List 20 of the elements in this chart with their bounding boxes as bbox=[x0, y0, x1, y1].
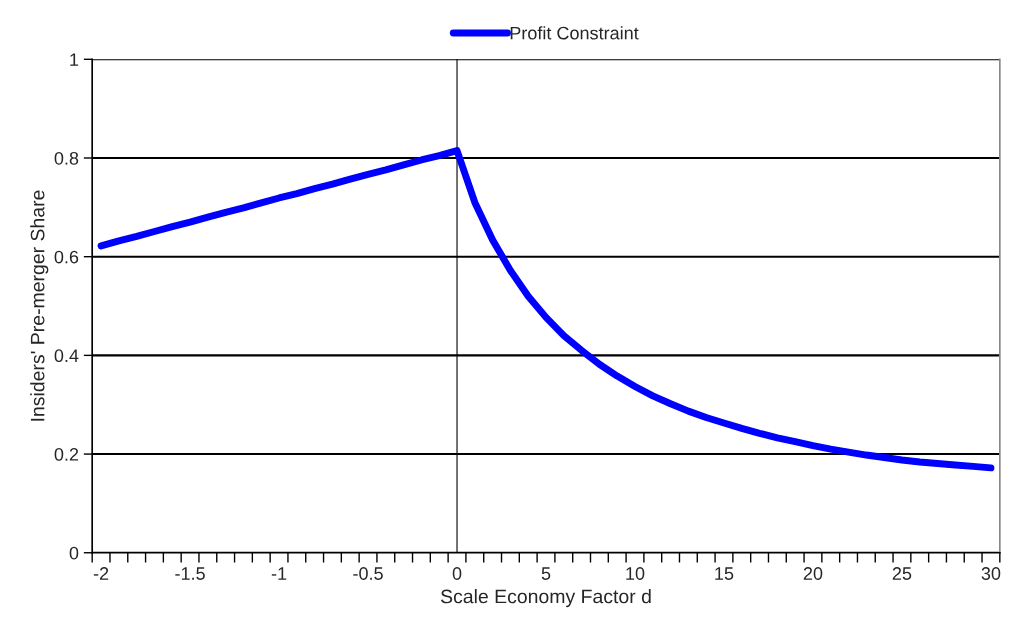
x-tick-label: 0 bbox=[452, 567, 462, 580]
x-tick-label: -1 bbox=[271, 567, 287, 580]
x-tick-label: 25 bbox=[892, 567, 912, 580]
x-tick-label: -0.5 bbox=[353, 567, 383, 580]
y-tick-label: 1 bbox=[70, 53, 79, 66]
x-tick-label: -1.5 bbox=[175, 567, 205, 580]
x-tick-label: 5 bbox=[541, 567, 551, 580]
y-axis-title: Insiders' Pre-merger Share bbox=[30, 190, 49, 421]
x-tick-label: 15 bbox=[715, 567, 734, 580]
y-tick-label: 0.8 bbox=[54, 151, 79, 165]
y-tick-label: 0.2 bbox=[54, 448, 79, 461]
x-tick-label: 20 bbox=[803, 567, 823, 580]
x-tick-label: -2 bbox=[93, 567, 109, 580]
y-tick-label: 0.4 bbox=[54, 349, 79, 363]
x-axis-title: Scale Economy Factor d bbox=[440, 589, 651, 608]
y-tick-label: 0 bbox=[69, 546, 79, 560]
x-tick-label: 30 bbox=[981, 567, 1001, 580]
x-tick-label: 10 bbox=[626, 567, 645, 580]
legend-label: Profit Constraint bbox=[510, 26, 639, 40]
y-tick-label: 0.6 bbox=[54, 250, 79, 264]
